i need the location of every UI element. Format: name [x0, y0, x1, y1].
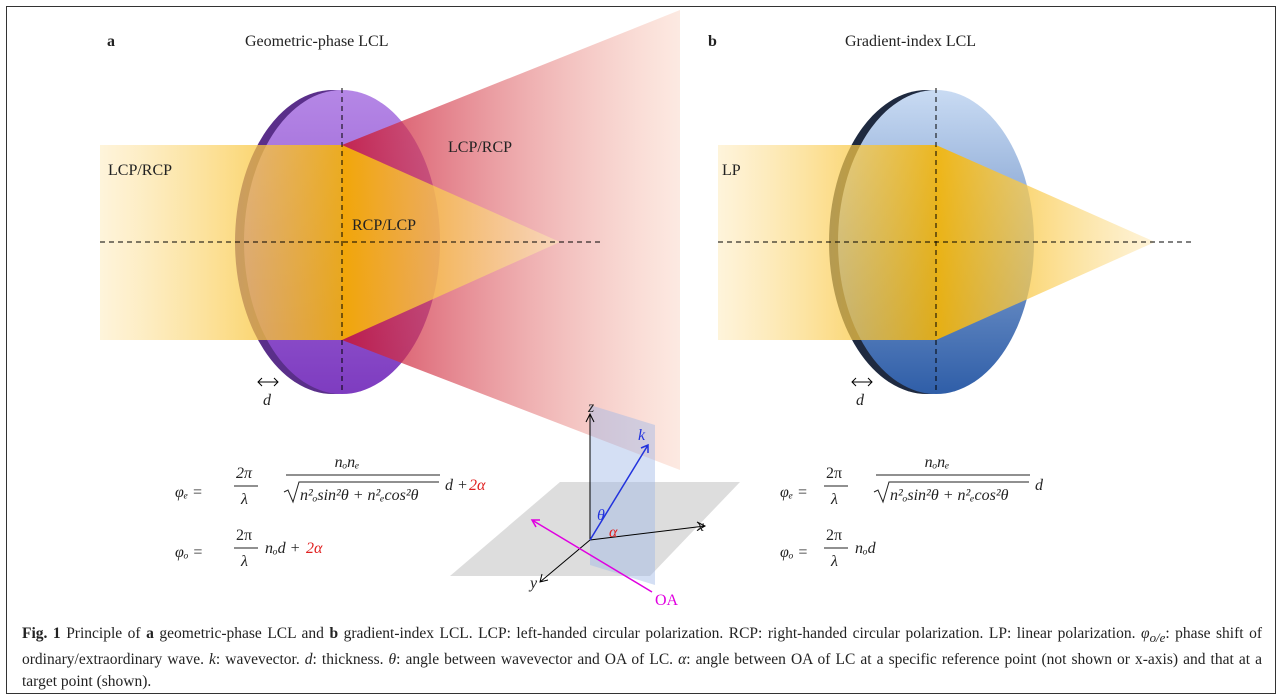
caption-symbol: k	[209, 651, 216, 668]
equation-b-o: φₒ = 2π λ nₒd	[780, 527, 877, 570]
axis-label: y	[528, 575, 538, 592]
beam-label: LCP/RCP	[448, 139, 512, 156]
eq-den: n²ₒsin²θ + n²ₑcos²θ	[890, 487, 1009, 504]
caption: Fig. 1 Principle of a geometric-phase LC…	[22, 623, 1262, 693]
beam-label: LP	[722, 162, 741, 179]
eq-coef-num: 2π	[236, 527, 252, 544]
caption-text: Principle of	[61, 625, 146, 642]
eq-tail: nₒd	[855, 540, 877, 557]
page: a Geometric-phase LCL LCP/RCP LCP/RCP RC…	[0, 0, 1282, 698]
panel-title: Geometric-phase LCL	[245, 33, 389, 50]
thickness-label: d	[263, 392, 272, 409]
eq-lhs: φₒ =	[175, 544, 203, 561]
caption-text: gradient-index LCL. LCP: left-handed cir…	[338, 625, 1141, 642]
eq-extra: 2α	[469, 477, 486, 494]
eq-coef-den: λ	[240, 553, 248, 570]
angle-label: θ	[597, 507, 605, 524]
equation-b-e: φₑ = 2π λ nₒnₑ n²ₒsin²θ + n²ₑcos²θ d	[780, 454, 1044, 508]
eq-lhs: φₒ =	[780, 544, 808, 561]
fig-label: Fig. 1	[22, 625, 61, 642]
caption-text: : angle between wavevector and OA of LC.	[396, 651, 678, 668]
eq-tail: nₒd +	[265, 540, 300, 557]
axis-label: k	[638, 427, 646, 444]
panel-label: b	[708, 33, 717, 50]
eq-coef-den: λ	[830, 553, 838, 570]
eq-num: nₒnₑ	[925, 454, 950, 471]
eq-lhs: φₑ =	[175, 484, 203, 501]
thickness-arrow	[852, 378, 872, 386]
axis-label: x	[696, 518, 704, 535]
k-plane	[590, 405, 655, 585]
beam-label: RCP/LCP	[352, 217, 416, 234]
panel-title: Gradient-index LCL	[845, 33, 976, 50]
eq-num: nₒnₑ	[335, 454, 360, 471]
caption-text: geometric-phase LCL and	[154, 625, 330, 642]
coordinate-diagram: z k θ α x y OA	[450, 399, 740, 609]
caption-symbol: d	[305, 651, 313, 668]
axis-label: OA	[655, 592, 679, 609]
caption-text: a	[146, 625, 154, 642]
beam-label: LCP/RCP	[108, 162, 172, 179]
eq-den: n²ₒsin²θ + n²ₑcos²θ	[300, 487, 419, 504]
panel-b: b Gradient-index LCL LP d	[708, 33, 1195, 409]
eq-coef-num: 2π	[236, 465, 253, 482]
eq-extra: 2α	[306, 540, 323, 557]
caption-symbol: φ	[1141, 625, 1150, 642]
eq-coef-den: λ	[830, 491, 838, 508]
eq-tail: d +	[445, 477, 468, 494]
panel-label: a	[107, 33, 115, 50]
caption-symbol: o/e	[1150, 630, 1166, 645]
eq-tail: d	[1035, 477, 1044, 494]
figure: a Geometric-phase LCL LCP/RCP LCP/RCP RC…	[0, 0, 1282, 620]
axis-label: z	[587, 399, 595, 416]
caption-text: : thickness.	[313, 651, 389, 668]
thickness-arrow	[258, 378, 278, 386]
eq-lhs: φₑ =	[780, 484, 808, 501]
eq-coef-den: λ	[240, 491, 248, 508]
equation-a-o: φₒ = 2π λ nₒd + 2α	[175, 527, 323, 570]
angle-label: α	[609, 524, 618, 541]
caption-text: : wavevector.	[216, 651, 305, 668]
eq-coef-num: 2π	[826, 465, 842, 482]
caption-text: b	[329, 625, 338, 642]
eq-coef-num: 2π	[826, 527, 842, 544]
thickness-label: d	[856, 392, 865, 409]
equation-a-e: φₑ = 2π λ nₒnₑ n²ₒsin²θ + n²ₑcos²θ d + 2…	[175, 454, 486, 508]
